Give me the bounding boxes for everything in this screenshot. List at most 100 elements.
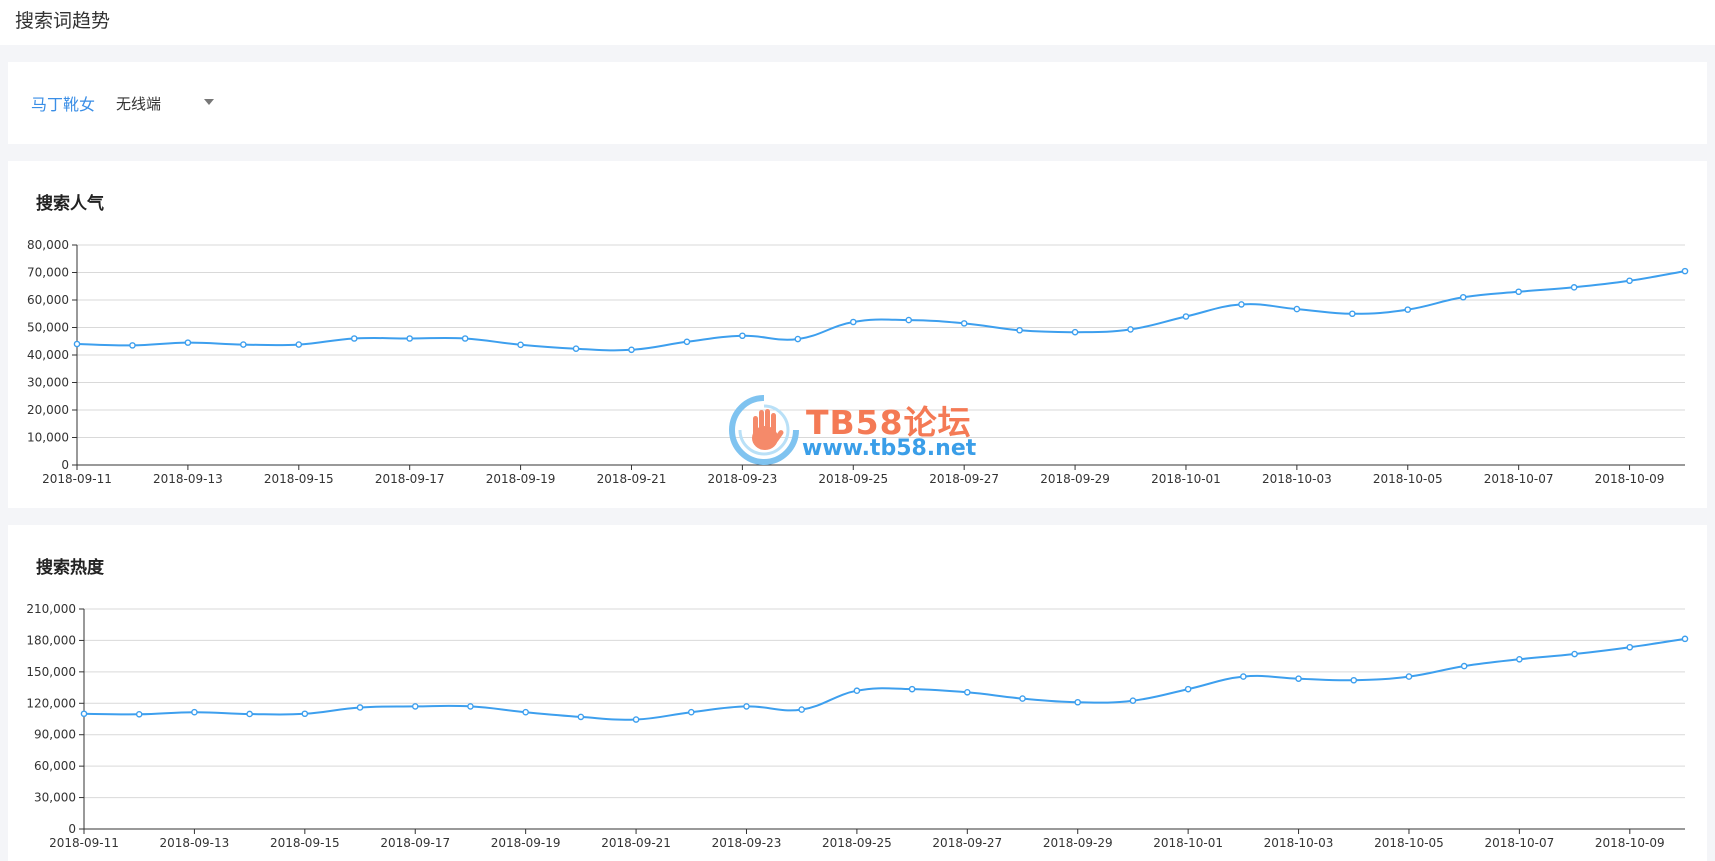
data-point (1571, 650, 1578, 658)
data-point (350, 335, 358, 342)
data-point (129, 342, 136, 349)
x-tick-label: 2018-09-11 (49, 836, 119, 850)
data-point (908, 685, 916, 693)
y-tick-label: 60,000 (34, 759, 76, 773)
series-line (83, 637, 1686, 721)
data-point (849, 318, 857, 326)
data-point (632, 716, 640, 723)
data-point (1016, 326, 1023, 334)
data-point (1238, 301, 1245, 308)
keyword-link[interactable]: 马丁靴女 (31, 95, 96, 114)
x-tick-label: 2018-10-09 (1595, 472, 1665, 486)
watermark-url: www.tb58.net (802, 436, 977, 461)
data-point (191, 708, 198, 716)
data-point (1405, 673, 1413, 680)
data-point (1459, 293, 1467, 301)
data-point (522, 708, 529, 716)
data-point (1127, 326, 1134, 333)
x-tick-label: 2018-10-05 (1373, 472, 1443, 486)
x-tick-label: 2018-09-23 (708, 472, 778, 486)
data-point (1350, 676, 1358, 684)
x-tick-label: 2018-09-25 (822, 836, 892, 850)
data-point (246, 710, 253, 718)
data-point (1681, 635, 1689, 643)
y-tick-label: 30,000 (27, 376, 69, 390)
data-point (1404, 306, 1412, 313)
data-point (960, 320, 968, 327)
y-tick-label: 10,000 (27, 431, 69, 445)
data-point (853, 687, 861, 695)
y-tick-label: 0 (68, 822, 76, 836)
data-point (572, 345, 580, 352)
chart-card-search-heat: 搜索热度 0 30,000 60,000 90,000 120,000 150,000 18… (8, 525, 1707, 861)
data-point (1019, 695, 1026, 702)
data-point (1074, 698, 1082, 706)
x-tick-label: 2018-10-07 (1484, 472, 1554, 486)
search-heat-chart: 0 30,000 60,000 90,000 120,000 150,000 180,000… (26, 602, 1689, 850)
chart-title: 搜索人气 (36, 194, 104, 214)
filter-panel: 马丁靴女 无线端 (8, 62, 1707, 144)
data-point (1184, 685, 1192, 693)
data-point (411, 703, 419, 710)
y-tick-label: 0 (61, 458, 69, 472)
watermark: TB58论坛 www.tb58.net (728, 394, 988, 466)
y-tick-label: 180,000 (26, 633, 76, 647)
x-tick-label: 2018-10-03 (1264, 836, 1334, 850)
x-tick-label: 2018-09-19 (491, 836, 561, 850)
x-tick-label: 2018-09-27 (932, 836, 1002, 850)
data-point (798, 706, 805, 713)
data-point (467, 703, 474, 710)
x-tick-label: 2018-09-25 (818, 472, 888, 486)
data-point (301, 710, 309, 718)
data-point (1293, 305, 1301, 313)
x-tick-label: 2018-09-15 (270, 836, 340, 850)
x-tick-label: 2018-09-13 (160, 836, 230, 850)
y-tick-label: 120,000 (26, 696, 76, 710)
data-point (1129, 697, 1137, 704)
x-tick-label: 2018-09-17 (380, 836, 450, 850)
data-point (1515, 288, 1522, 296)
data-point (356, 704, 364, 711)
y-tick-label: 150,000 (26, 665, 76, 679)
data-point (1516, 655, 1523, 663)
watermark-hand-logo (729, 395, 799, 465)
search-popularity-chart: 0 10,000 20,000 30,000 40,000 50,000 60,000 70,… (27, 238, 1689, 486)
data-point (1349, 310, 1356, 318)
data-point (517, 341, 524, 349)
data-point (1460, 662, 1468, 670)
x-tick-label: 2018-10-07 (1485, 836, 1555, 850)
data-point (184, 339, 192, 346)
device-select[interactable]: 无线端 (116, 88, 226, 116)
x-tick-label: 2018-09-19 (486, 472, 556, 486)
x-tick-label: 2018-09-11 (42, 472, 112, 486)
x-tick-label: 2018-10-01 (1151, 472, 1221, 486)
caret-down-icon (204, 99, 214, 105)
data-point (406, 335, 413, 342)
y-tick-label: 60,000 (27, 293, 69, 307)
x-tick-label: 2018-09-27 (929, 472, 999, 486)
data-point (1240, 673, 1247, 680)
data-point (577, 713, 585, 721)
x-tick-label: 2018-09-13 (153, 472, 223, 486)
y-tick-label: 40,000 (27, 348, 69, 362)
x-tick-label: 2018-10-01 (1153, 836, 1223, 850)
x-tick-label: 2018-09-23 (712, 836, 782, 850)
y-tick-label: 210,000 (26, 602, 76, 616)
y-tick-label: 20,000 (27, 403, 69, 417)
data-point (295, 341, 303, 348)
y-tick-label: 70,000 (27, 266, 69, 280)
page-title: 搜索词趋势 (15, 10, 111, 32)
x-tick-label: 2018-09-29 (1040, 472, 1110, 486)
data-point (743, 703, 750, 710)
y-tick-label: 80,000 (27, 238, 69, 252)
data-point (905, 316, 913, 324)
data-point (135, 710, 143, 718)
device-select-value: 无线端 (116, 95, 162, 113)
data-point (1626, 277, 1633, 285)
y-tick-label: 50,000 (27, 321, 69, 335)
data-point (794, 335, 802, 343)
chart-card-search-popularity: 搜索人气 0 10,000 20,000 30,000 40,000 50,000 60,0… (8, 161, 1707, 508)
x-tick-label: 2018-10-05 (1374, 836, 1444, 850)
data-point (1071, 328, 1079, 336)
series-line (76, 270, 1686, 352)
